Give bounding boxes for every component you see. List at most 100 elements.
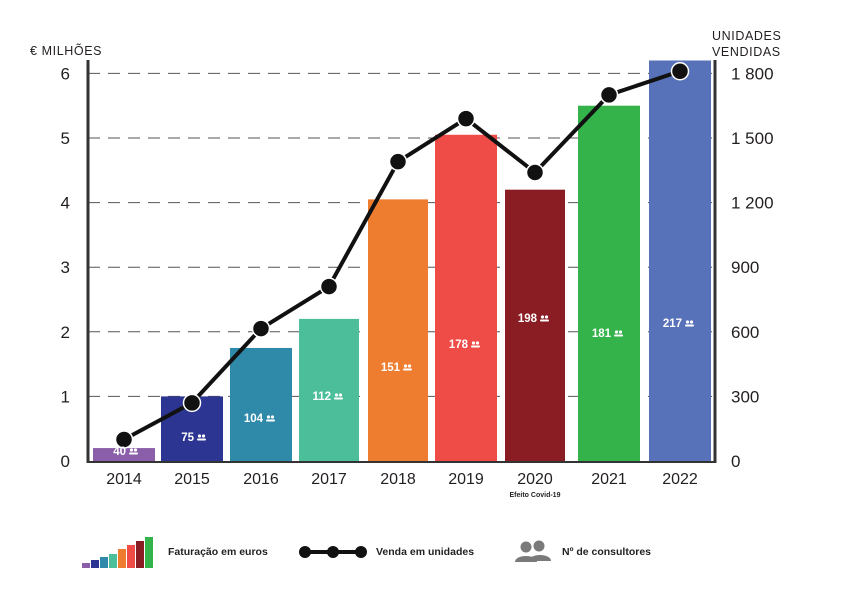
units-point [670, 61, 690, 81]
revenue-legend-icon [82, 537, 153, 568]
bar-2022 [649, 60, 711, 461]
people-legend-icon [515, 540, 551, 562]
people-icon [197, 434, 206, 441]
people-icon [540, 315, 549, 322]
consultant-count: 112 [312, 391, 331, 403]
right-axis-title: UNIDADES VENDIDAS [712, 28, 832, 60]
legend-item-revenue: Faturação em euros [82, 536, 268, 568]
right-tick-label: 1 200 [731, 194, 774, 213]
units-line [114, 61, 690, 449]
people-icon [685, 320, 694, 327]
units-point [319, 277, 339, 296]
people-icon-body [334, 397, 343, 400]
consultant-count: 198 [518, 313, 538, 325]
right-tick-label: 1 800 [731, 64, 774, 83]
x-tick-label: 2018 [380, 471, 416, 488]
consultant-count: 40 [113, 446, 126, 458]
people-icon-head [270, 415, 275, 419]
bar-2017 [299, 318, 359, 461]
bar-2018 [368, 199, 428, 461]
consultant-count: 75 [181, 432, 194, 444]
people-icon-body [403, 368, 412, 371]
left-tick-label: 3 [61, 258, 70, 277]
people-icon-head [334, 393, 339, 397]
people-icon-body [197, 438, 206, 441]
people-icon-head [475, 341, 480, 345]
right-tick-label: 300 [731, 387, 759, 406]
people-icon [266, 415, 275, 422]
consultant-count: 178 [449, 339, 469, 351]
right-tick-label: 900 [731, 258, 759, 277]
legend-item-units: Venda em unidades [298, 536, 474, 568]
bar-2021 [578, 105, 640, 461]
people-icon-head [614, 330, 619, 334]
people-icon-head [403, 364, 408, 368]
consultant-labels: 40 75 104 112 151 178 198 181 217 [113, 313, 694, 458]
x-tick-label: 2019 [448, 471, 484, 488]
x-tick-label: 2014 [106, 471, 142, 488]
right-axis-title-line-2: VENDIDAS [712, 45, 781, 59]
legend-label-consultants: Nº de consultores [562, 546, 652, 558]
legend-label-revenue: Faturação em euros [168, 546, 268, 558]
people-icon-head [338, 393, 343, 397]
right-tick-label: 0 [731, 452, 740, 471]
people-icon [471, 341, 480, 348]
left-axis-title: € MILHÕES [30, 44, 103, 58]
left-tick-label: 0 [61, 452, 70, 471]
people-icon-body [471, 345, 480, 348]
people-icon-head [685, 320, 690, 324]
people-icon [129, 448, 138, 455]
units-point [599, 85, 619, 105]
units-point [388, 152, 408, 171]
x-tick-label: 2020 [517, 471, 553, 488]
bar-2014 [93, 448, 155, 461]
people-icon-head [544, 315, 549, 319]
line-legend-icon [299, 546, 367, 558]
people-icon-body [266, 419, 275, 422]
x-tick-label: 2015 [174, 471, 210, 488]
x-tick-label: 2022 [662, 471, 698, 488]
x-tick-label: 2016 [243, 471, 279, 488]
people-icon-head [197, 434, 202, 438]
people-icon-head [129, 448, 134, 452]
units-point [182, 393, 202, 413]
left-tick-label: 4 [61, 194, 70, 213]
legend-label-units: Venda em unidades [376, 546, 475, 558]
consultant-count: 217 [663, 318, 682, 330]
people-icon-body [685, 324, 694, 327]
bars [93, 60, 711, 461]
bar-2019 [435, 134, 497, 461]
left-tick-label: 2 [61, 323, 70, 342]
bar-2016 [230, 347, 292, 461]
people-icon [334, 393, 343, 400]
people-icon-body [129, 452, 138, 455]
units-point [114, 430, 134, 449]
legend-item-consultants: Nº de consultores [512, 536, 651, 568]
people-icon-head [689, 320, 694, 324]
people-icon-head [266, 415, 271, 419]
consultant-count: 104 [244, 413, 264, 425]
axes: 0 1 2 3 4 5 6 0 300 600 900 1 200 1 500 1 800 2014 2015… [61, 60, 774, 499]
people-icon-head [407, 364, 412, 368]
people-icon [614, 330, 623, 337]
units-point [456, 109, 476, 128]
people-icon-head [133, 448, 138, 452]
x-tick-label: 2017 [311, 471, 347, 488]
consultant-count: 151 [381, 362, 401, 374]
left-tick-label: 1 [61, 387, 70, 406]
right-tick-label: 1 500 [731, 129, 774, 148]
left-tick-label: 6 [61, 64, 70, 83]
right-axis-title-line-1: UNIDADES [712, 29, 782, 43]
people-icon-head [201, 434, 206, 438]
consultant-count: 181 [592, 328, 612, 340]
people-icon-head [540, 315, 545, 319]
units-point [251, 319, 271, 338]
x-tick-note: Efeito Covid-19 [510, 492, 561, 499]
right-tick-label: 600 [731, 323, 759, 342]
bar-2020 [505, 189, 565, 461]
people-icon-body [540, 319, 549, 322]
people-icon-head [471, 341, 476, 345]
people-icon [403, 364, 412, 371]
people-icon-body [614, 334, 623, 337]
